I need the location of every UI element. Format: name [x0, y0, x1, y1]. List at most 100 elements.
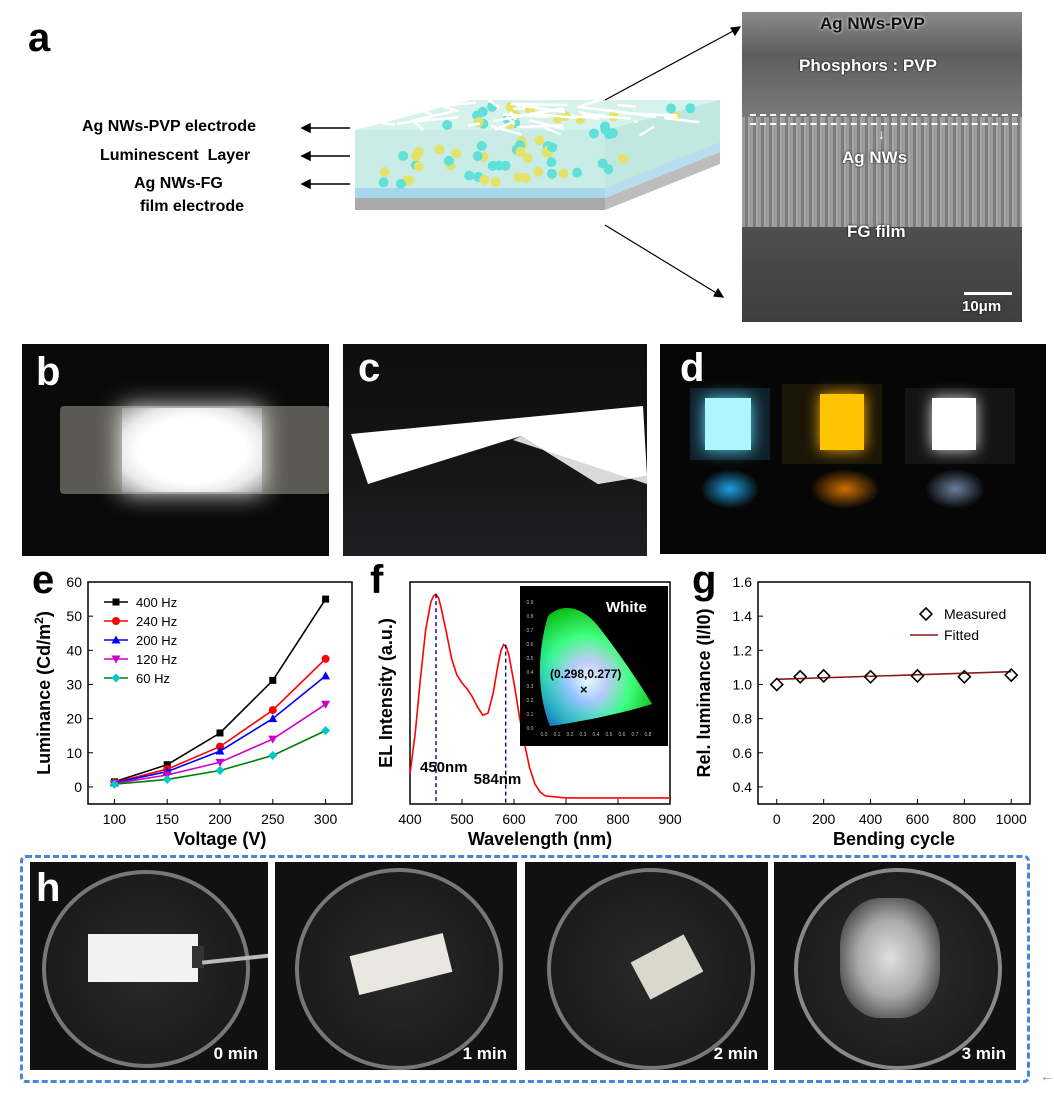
- nanowire: [467, 122, 480, 127]
- phosphor-particle: [618, 153, 629, 164]
- phosphor-particle: [515, 146, 526, 157]
- photo-h-0min: 0 min: [30, 862, 268, 1070]
- measured-point: [957, 669, 972, 684]
- x-tick-label: 300: [314, 811, 338, 827]
- nanowire: [515, 103, 566, 114]
- nanowire: [510, 102, 568, 107]
- legend-label: 400 Hz: [136, 595, 177, 610]
- nanowire: [528, 119, 565, 130]
- x-tick-label: 200: [208, 811, 232, 827]
- chart-g-xlabel: Bending cycle: [833, 829, 955, 849]
- data-point: [162, 774, 172, 784]
- measured-point: [1004, 667, 1019, 683]
- x-tick-label: 0: [773, 811, 781, 827]
- phosphor-particle: [398, 150, 409, 161]
- y-tick-label: 60: [66, 574, 82, 590]
- y-tick-label: 0.6: [733, 745, 753, 761]
- phosphor-particle: [490, 177, 501, 188]
- phosphor-particle: [546, 157, 557, 168]
- data-point: [215, 758, 225, 767]
- cie-y-tick: 0.7: [527, 628, 534, 634]
- cie-x-tick: 0.1: [554, 732, 561, 738]
- el-spectrum-chart: Wavelength (nm) EL Intensity (a.u.) 400 5…: [376, 581, 682, 849]
- layer-label-bottom-1: Ag NWs-FG: [134, 175, 223, 192]
- phosphor-particles: [378, 101, 696, 189]
- chart-g-ylabel: Rel. luminance (I/I0): [694, 608, 714, 777]
- data-point: [215, 766, 225, 776]
- y-tick-label: 10: [66, 745, 82, 761]
- cie-marker: ×: [580, 682, 588, 697]
- legend-marker: [111, 635, 121, 644]
- legend-marker: [112, 598, 120, 606]
- y-tick-label: 0.8: [733, 711, 753, 727]
- chart-f-xlabel: Wavelength (nm): [468, 829, 612, 849]
- cie-x-tick: 0.5: [606, 732, 613, 738]
- layer-label-middle: Luminescent Layer: [100, 147, 251, 164]
- nanowire: [634, 120, 638, 124]
- panel-label-e: e: [32, 558, 55, 602]
- x-tick-label: 800: [953, 811, 977, 827]
- nanowire: [490, 124, 522, 136]
- chart-e-ylabel: Luminance (Cd/m2): [32, 611, 54, 775]
- data-point: [268, 714, 278, 723]
- phosphor-particle: [476, 140, 487, 151]
- luminance-voltage-chart: Voltage (V) Luminance (Cd/m2) 100 150 200 2…: [32, 574, 353, 849]
- data-point: [268, 706, 277, 715]
- data-point: [321, 726, 331, 736]
- time-label-2: 2 min: [713, 1044, 758, 1063]
- photo-d-color-devices: [660, 344, 1046, 554]
- phosphor-particle: [464, 170, 475, 181]
- layer-label-top: Ag NWs-PVP electrode: [82, 118, 256, 135]
- cie-y-tick: 0.9: [527, 600, 534, 606]
- y-tick-label: 30: [66, 676, 82, 692]
- y-tick-label: 0: [74, 779, 82, 795]
- phosphor-particle: [546, 168, 557, 179]
- panel-label-b: b: [36, 350, 61, 394]
- silver-nanowires: [344, 97, 700, 137]
- legend-label: 120 Hz: [136, 652, 177, 667]
- legend-label-measured: Measured: [944, 606, 1006, 622]
- x-tick-label: 200: [812, 811, 836, 827]
- data-point: [163, 761, 171, 769]
- phosphor-particle: [685, 103, 696, 114]
- phosphor-particle: [443, 155, 454, 166]
- cie-y-tick: 0.6: [527, 642, 534, 648]
- phosphor-particle: [413, 161, 424, 172]
- panel-h-frame: [20, 855, 1030, 1083]
- measured-point: [910, 668, 925, 684]
- cie-x-tick: 0.7: [632, 732, 639, 738]
- phosphor-particle: [434, 144, 445, 155]
- nanowire: [577, 105, 627, 114]
- cie-inset-label: White: [606, 599, 647, 616]
- legend-marker: [111, 673, 121, 683]
- label-arrows: [300, 122, 350, 190]
- photo-b-flat-device: [22, 344, 329, 556]
- photo-h-1min: 1 min: [275, 862, 517, 1070]
- nanowire: [664, 116, 700, 124]
- cie-y-tick: 0.4: [527, 670, 534, 676]
- photo-c-bent-device: [343, 344, 647, 556]
- cie-y-tick: 0.8: [527, 614, 534, 620]
- bending-stability-chart: Bending cycle Rel. luminance (I/I0) 0 200…: [694, 574, 1031, 849]
- x-tick-label: 800: [606, 811, 630, 827]
- x-tick-label: 400: [859, 811, 883, 827]
- cie-x-tick: 0.2: [567, 732, 574, 738]
- y-tick-label: 20: [66, 711, 82, 727]
- cie-x-tick: 0.4: [593, 732, 600, 738]
- legend-marker: [112, 617, 120, 625]
- phosphor-particle: [522, 153, 533, 164]
- cie-coordinate: (0.298,0.277): [550, 667, 621, 681]
- data-point: [216, 729, 224, 737]
- nanowire: [571, 113, 605, 119]
- zoom-arrows: [604, 26, 742, 298]
- fitted-line: [776, 670, 1012, 681]
- measured-point: [793, 669, 808, 684]
- phosphor-particle: [588, 128, 599, 139]
- phosphor-particle: [666, 103, 677, 114]
- nanowire: [543, 126, 562, 136]
- phosphor-particle: [494, 160, 505, 171]
- phosphor-particle: [600, 124, 611, 135]
- y-tick-label: 1.6: [733, 574, 753, 590]
- x-tick-label: 1000: [996, 811, 1027, 827]
- x-tick-label: 250: [261, 811, 285, 827]
